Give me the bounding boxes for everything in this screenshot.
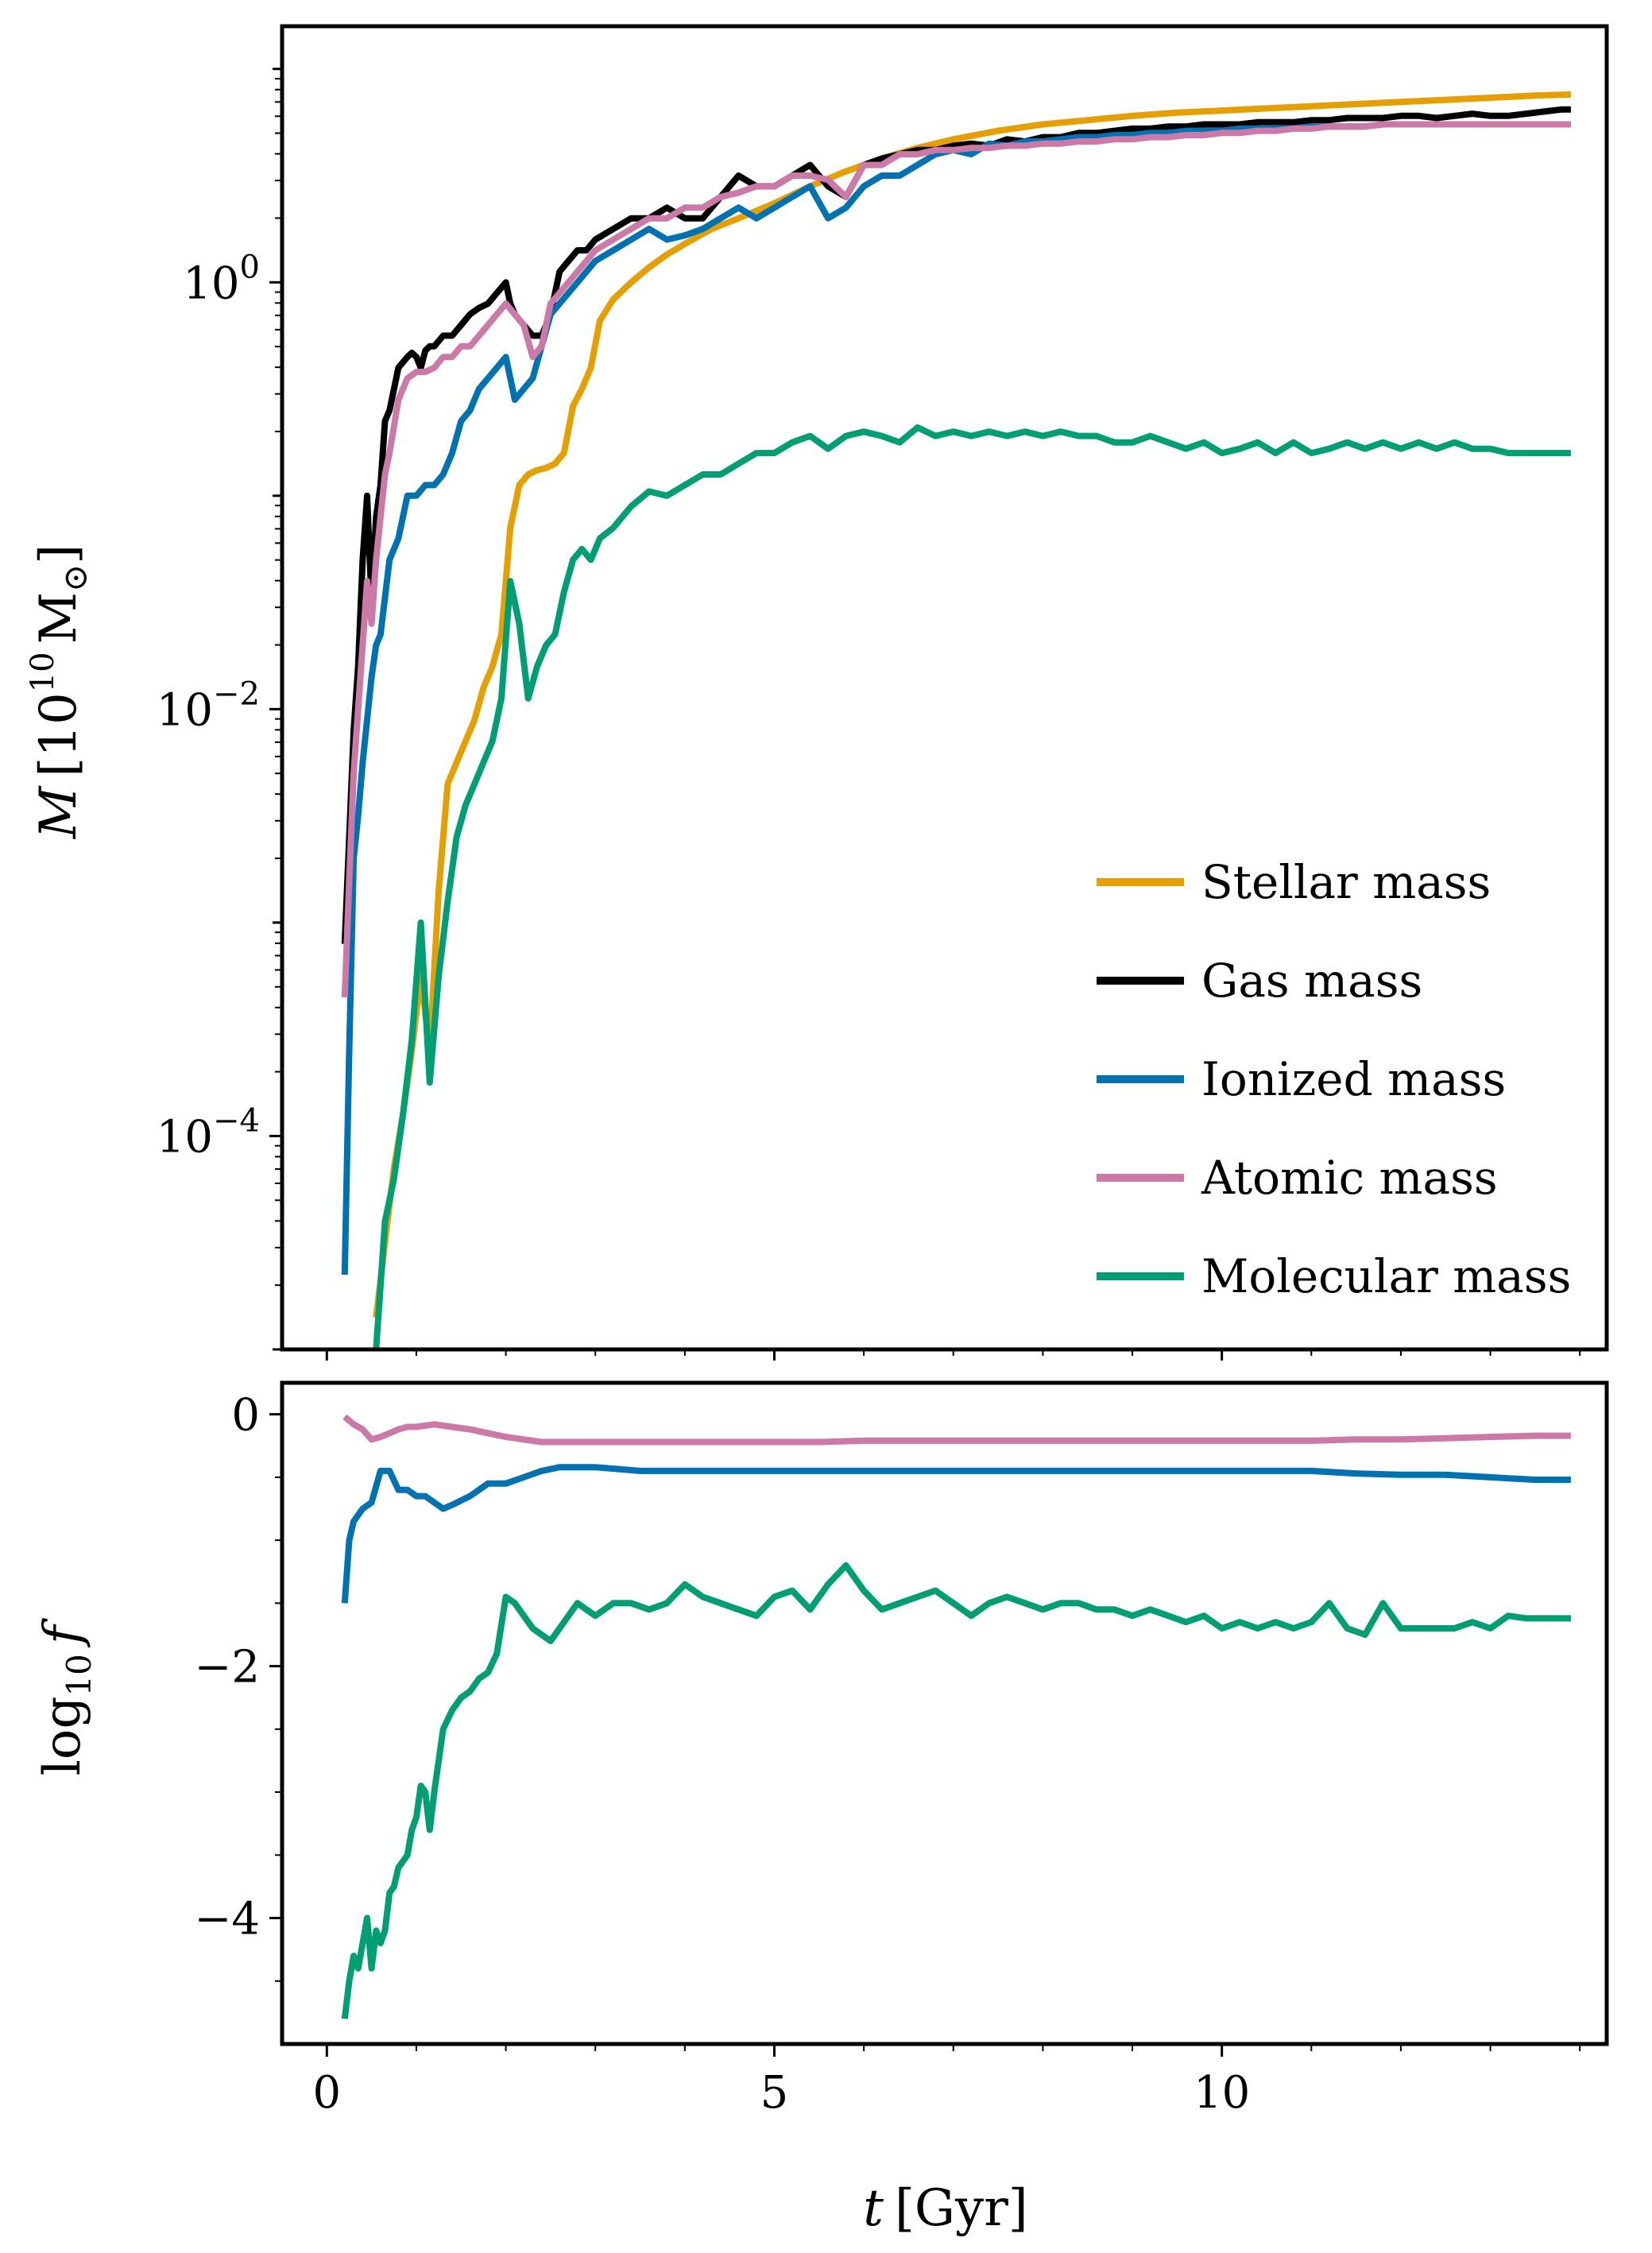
top-series-group [341,91,1572,1350]
legend-label-atomic-mass: Atomic mass [1201,1151,1498,1205]
bottom-y-tick-label: 0 [231,1390,260,1442]
bottom-series-group [341,1414,1571,2019]
top-series-stellar-mass [373,91,1572,1318]
bottom-series-molecular-fraction [341,1562,1571,2019]
bottom-y-tick-label: −2 [194,1642,260,1694]
bottom-axes-frame [280,1380,1609,2046]
top-series-atomic-mass [341,121,1571,998]
x-axis-label: t [Gyr] [863,2179,1028,2238]
top-series-molecular-mass [373,424,1571,1350]
x-tick-label: 10 [1194,2067,1250,2119]
bottom-series-atomic-fraction [342,1414,1571,1446]
legend-label-gas-mass: Gas mass [1201,954,1422,1008]
top-axes-frame [280,24,1609,1352]
top-y-ticks: 100 10−2 10−4 [157,68,282,1351]
x-tick-label: 5 [760,2067,789,2119]
x-ticks: 0 5 10 [312,1349,1581,2119]
bottom-y-tick-label: −4 [194,1894,260,1945]
top-y-tick-label: 10−4 [157,1102,260,1163]
legend: Stellar mass Gas mass Ionized mass Atomic m… [1097,855,1571,1303]
top-y-tick-label: 10−2 [157,676,260,736]
bottom-series-ionized-fraction [341,1464,1571,1604]
top-y-tick-label: 100 [183,249,260,309]
bottom-panel: 0 −2 −4 log10f [33,1380,1609,2046]
legend-label-ionized-mass: Ionized mass [1201,1052,1506,1106]
top-series-gas-mass [341,106,1571,944]
top-y-axis-label: M[1010M⊙] [25,544,95,840]
bottom-y-axis-label: log10f [33,1617,99,1775]
bottom-y-ticks: 0 −2 −4 [194,1390,282,1982]
legend-label-stellar-mass: Stellar mass [1201,855,1491,909]
top-panel: 100 10−2 10−4 M[1010M⊙] Stellar mass Gas ma… [25,24,1609,1352]
x-tick-label: 0 [312,2067,341,2119]
legend-label-molecular-mass: Molecular mass [1201,1249,1571,1303]
